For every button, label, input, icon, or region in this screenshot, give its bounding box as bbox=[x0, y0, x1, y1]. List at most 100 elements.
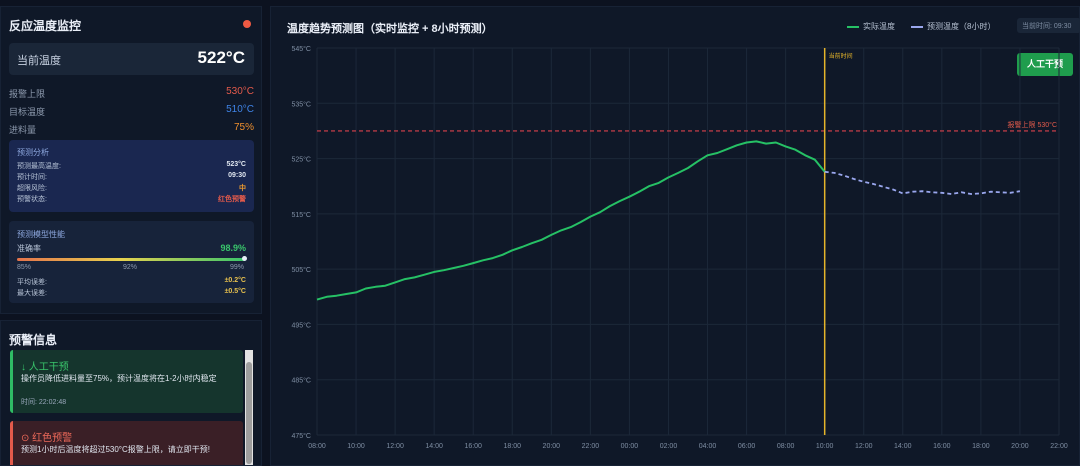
param-row-alarm-limit: 报警上限 530°C bbox=[9, 86, 254, 101]
y-tick-label: 515°C bbox=[291, 211, 311, 219]
x-tick-label: 22:00 bbox=[582, 443, 600, 450]
x-tick-label: 18:00 bbox=[503, 443, 521, 450]
alarm-limit-label: 报警上限 530°C bbox=[1008, 120, 1057, 129]
x-tick-label: 10:00 bbox=[347, 443, 365, 450]
left-column: 反应温度监控 当前温度 522°C 报警上限 530°C 目标温度 510°C … bbox=[0, 0, 264, 466]
alerts-panel: 预警信息 ↓ 人工干预 操作员降低进料量至75%，预计温度将在1-2小时内稳定 … bbox=[0, 320, 262, 466]
analysis-row: 预警状态: 红色预警 bbox=[17, 194, 246, 204]
scale-label-min: 85% bbox=[17, 264, 32, 271]
current-time-label: 当前时间 bbox=[829, 52, 853, 60]
series-line-actual bbox=[316, 140, 826, 301]
x-tick-label: 22:00 bbox=[1050, 443, 1068, 450]
alerts-title: 预警信息 bbox=[9, 333, 58, 347]
param-value: 510°C bbox=[226, 104, 254, 115]
x-tick-label: 20:00 bbox=[543, 443, 561, 450]
alerts-scrollbar[interactable] bbox=[245, 350, 253, 465]
alert-time: 时间: 22:02:48 bbox=[21, 399, 67, 406]
param-label: 报警上限 bbox=[9, 89, 46, 99]
x-tick-label: 10:00 bbox=[816, 443, 834, 450]
x-tick-label: 02:00 bbox=[660, 443, 678, 450]
y-tick-label: 535°C bbox=[291, 100, 311, 108]
y-tick-label: 545°C bbox=[291, 45, 311, 53]
legend-label: 预测温度（8小时） bbox=[927, 22, 996, 31]
alert-body: 预测1小时后温度将超过530°C报警上限，请立即干预! bbox=[21, 445, 210, 454]
prediction-analysis-card: 预测分析 预测最高温度: 523°C 预计时间: 09:30 超限风险: 中 预… bbox=[9, 140, 254, 212]
accuracy-row: 准确率 98.9% bbox=[17, 243, 246, 254]
error-label: 平均误差: bbox=[17, 279, 47, 286]
error-row: 最大误差: ±0.5°C bbox=[17, 288, 246, 298]
x-tick-label: 08:00 bbox=[308, 443, 326, 450]
param-value: 530°C bbox=[226, 86, 254, 97]
scale-label-mid: 92% bbox=[123, 264, 138, 271]
x-tick-label: 18:00 bbox=[972, 443, 990, 450]
legend-label: 实际温度 bbox=[863, 22, 895, 31]
x-tick-label: 12:00 bbox=[386, 443, 404, 450]
legend-item-forecast: 预测温度（8小时） bbox=[911, 21, 995, 32]
analysis-row: 超限风险: 中 bbox=[17, 183, 246, 193]
analysis-value: 523°C bbox=[226, 161, 246, 168]
x-tick-label: 20:00 bbox=[1011, 443, 1029, 450]
x-tick-label: 16:00 bbox=[464, 443, 482, 450]
accuracy-label: 准确率 bbox=[17, 244, 41, 253]
x-tick-label: 14:00 bbox=[425, 443, 443, 450]
analysis-value: 中 bbox=[239, 185, 246, 192]
analysis-label: 预测最高温度: bbox=[17, 163, 61, 170]
param-row-target-temp: 目标温度 510°C bbox=[9, 104, 254, 119]
analysis-value: 红色预警 bbox=[218, 196, 246, 203]
current-temperature-card: 当前温度 522°C bbox=[9, 43, 254, 75]
model-performance-card: 预测模型性能 准确率 98.9% 85% 92% 99% 平均误差: ±0.2°… bbox=[9, 221, 254, 303]
accuracy-value: 98.9% bbox=[220, 243, 246, 253]
legend-swatch-actual bbox=[847, 26, 859, 28]
analysis-title: 预测分析 bbox=[17, 148, 49, 157]
series-line-forecast bbox=[824, 170, 1021, 195]
x-tick-label: 14:00 bbox=[894, 443, 912, 450]
y-tick-label: 525°C bbox=[291, 156, 311, 164]
analysis-label: 预计时间: bbox=[17, 174, 47, 181]
y-tick-label: 495°C bbox=[291, 321, 311, 329]
param-value: 75% bbox=[233, 122, 254, 133]
legend-swatch-forecast bbox=[911, 26, 923, 28]
monitor-title: 反应温度监控 bbox=[9, 19, 82, 33]
legend-item-actual: 实际温度 bbox=[847, 21, 895, 32]
alert-item-manual-intervention[interactable]: ↓ 人工干预 操作员降低进料量至75%，预计温度将在1-2小时内稳定 时间: 2… bbox=[10, 350, 243, 413]
x-tick-label: 00:00 bbox=[621, 443, 639, 450]
analysis-row: 预测最高温度: 523°C bbox=[17, 161, 246, 171]
x-tick-label: 16:00 bbox=[933, 443, 951, 450]
error-row: 平均误差: ±0.2°C bbox=[17, 277, 246, 287]
analysis-row: 预计时间: 09:30 bbox=[17, 172, 246, 182]
scrollbar-thumb[interactable] bbox=[246, 362, 252, 464]
current-time-display: 当前时间: 09:30 bbox=[1017, 18, 1080, 33]
temperature-chart: 475°C 485°C 495°C 505°C 515°C 525°C 535°C 545°C… bbox=[291, 45, 1068, 450]
x-tick-label: 04:00 bbox=[699, 443, 717, 450]
error-value: ±0.5°C bbox=[224, 288, 246, 295]
param-label: 目标温度 bbox=[9, 107, 46, 117]
param-label: 进料量 bbox=[9, 125, 37, 135]
alert-title: ↓ 人工干预 bbox=[21, 362, 69, 373]
y-tick-label: 485°C bbox=[291, 377, 311, 385]
chart-title: 温度趋势预测图（实时监控 + 8小时预测） bbox=[287, 23, 493, 35]
y-tick-label: 475°C bbox=[291, 432, 311, 440]
analysis-label: 超限风险: bbox=[17, 185, 47, 192]
alert-body: 操作员降低进料量至75%，预计温度将在1-2小时内稳定 bbox=[21, 374, 217, 383]
y-tick-label: 505°C bbox=[291, 266, 311, 274]
param-row-feed-rate: 进料量 75% bbox=[9, 122, 254, 137]
error-label: 最大误差: bbox=[17, 290, 47, 297]
x-tick-label: 06:00 bbox=[738, 443, 756, 450]
model-title: 预测模型性能 bbox=[17, 230, 65, 239]
chart-panel: 温度趋势预测图（实时监控 + 8小时预测） 实际温度 预测温度（8小时） 当前时… bbox=[270, 6, 1080, 466]
accuracy-gradient-bar bbox=[17, 258, 246, 261]
current-temperature-label: 当前温度 bbox=[17, 55, 61, 67]
current-temperature-value: 522°C bbox=[197, 48, 245, 67]
analysis-label: 预警状态: bbox=[17, 196, 47, 203]
status-indicator-icon bbox=[243, 20, 251, 28]
scale-label-max: 99% bbox=[230, 264, 245, 271]
analysis-value: 09:30 bbox=[228, 172, 246, 179]
alert-item-red-warning[interactable]: ⊙ 红色预警 预测1小时后温度将超过530°C报警上限，请立即干预! bbox=[10, 421, 243, 465]
alert-title: ⊙ 红色预警 bbox=[21, 433, 73, 444]
x-tick-label: 12:00 bbox=[855, 443, 873, 450]
x-tick-label: 08:00 bbox=[777, 443, 795, 450]
temperature-monitor-panel: 反应温度监控 当前温度 522°C 报警上限 530°C 目标温度 510°C … bbox=[0, 6, 262, 314]
error-value: ±0.2°C bbox=[224, 277, 246, 284]
accuracy-marker bbox=[242, 256, 248, 261]
